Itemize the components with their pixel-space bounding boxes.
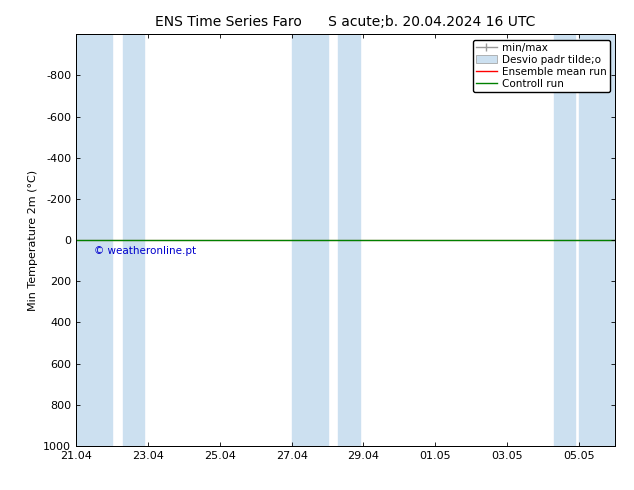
Bar bbox=[123, 34, 145, 446]
Bar bbox=[292, 34, 328, 446]
Bar bbox=[339, 34, 360, 446]
Y-axis label: Min Temperature 2m (°C): Min Temperature 2m (°C) bbox=[28, 170, 37, 311]
Legend: min/max, Desvio padr tilde;o, Ensemble mean run, Controll run: min/max, Desvio padr tilde;o, Ensemble m… bbox=[473, 40, 610, 92]
Bar bbox=[579, 34, 615, 446]
Bar bbox=[76, 34, 112, 446]
Bar bbox=[554, 34, 576, 446]
Title: ENS Time Series Faro      S acute;b. 20.04.2024 16 UTC: ENS Time Series Faro S acute;b. 20.04.20… bbox=[155, 15, 536, 29]
Text: © weatheronline.pt: © weatheronline.pt bbox=[94, 246, 196, 256]
